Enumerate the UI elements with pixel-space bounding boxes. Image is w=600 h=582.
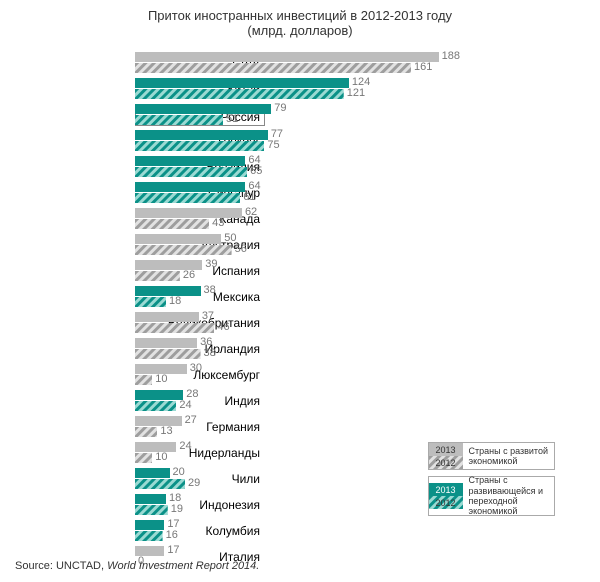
bar-2012: 121 (135, 89, 344, 99)
chart-row: Канада6243 (135, 206, 540, 232)
bar-2012: 65 (135, 167, 247, 177)
bar-2012: 13 (135, 427, 157, 437)
source-prefix: Source: (15, 560, 56, 572)
bar-value-2012: 16 (163, 529, 178, 541)
bar-2012: 56 (135, 245, 232, 255)
bar-2012: 75 (135, 141, 264, 151)
chart-row: Китай124121 (135, 76, 540, 102)
bar-2012: 16 (135, 531, 163, 541)
source-title: World Investment Report 2014. (107, 560, 259, 572)
bar-2013: 17 (135, 520, 164, 530)
bar-2012: 46 (135, 323, 214, 333)
bar-value-2012: 46 (214, 321, 229, 333)
legend-emerging: 2013 2012 Страны сразвивающейся ипереход… (428, 476, 555, 516)
bar-value-2013: 188 (439, 50, 460, 62)
bar-value-2013: 17 (164, 544, 179, 556)
bar-value-2012: 26 (180, 269, 195, 281)
bar-2013: 188 (135, 52, 439, 62)
bar-value-2012: 75 (264, 139, 279, 151)
bar-value-2012: 19 (168, 503, 183, 515)
source-org: UNCTAD, (56, 560, 107, 572)
bar-value-2012: 61 (240, 191, 255, 203)
bar-2012: 51 (135, 115, 223, 125)
chart-row: США188161 (135, 50, 540, 76)
bar-value-2013: 37 (199, 310, 214, 322)
bar-value-2013: 20 (170, 466, 185, 478)
legend: 2013 2012 Страны с развитойэкономикой 20… (428, 442, 555, 522)
bar-2013: 18 (135, 494, 166, 504)
bar-value-2013: 27 (182, 414, 197, 426)
bar-value-2013: 38 (201, 284, 216, 296)
bar-value-2012: 43 (209, 217, 224, 229)
chart-row: Индия2824 (135, 388, 540, 414)
bar-value-2012: 29 (185, 477, 200, 489)
legend-swatch-2013-em: 2013 (429, 483, 463, 496)
bar-value-2013: 24 (176, 440, 191, 452)
title-line2: (млрд. долларов) (0, 23, 600, 38)
bar-value-2012: 24 (176, 399, 191, 411)
bar-value-2012: 65 (247, 165, 262, 177)
chart-row: Люксембург3010 (135, 362, 540, 388)
chart-row: Австралия5056 (135, 232, 540, 258)
bar-value-2013: 62 (242, 206, 257, 218)
bar-value-2012: 38 (201, 347, 216, 359)
bar-2013: 77 (135, 130, 268, 140)
bar-2012: 161 (135, 63, 411, 73)
chart-row: Гонконг7775 (135, 128, 540, 154)
bar-value-2012: 10 (152, 373, 167, 385)
legend-developed: 2013 2012 Страны с развитойэкономикой (428, 442, 555, 470)
bar-value-2013: 30 (187, 362, 202, 374)
bar-2012: 26 (135, 271, 180, 281)
chart-row: Испания3926 (135, 258, 540, 284)
chart-row: Бразилия6465 (135, 154, 540, 180)
legend-swatch-2012-em: 2012 (429, 496, 463, 509)
bar-value-2012: 121 (344, 87, 365, 99)
bar-value-2013: 79 (271, 102, 286, 114)
bar-2013: 64 (135, 182, 245, 192)
legend-swatch-2013-dev: 2013 (429, 443, 463, 456)
source-line: Source: UNCTAD, World Investment Report … (15, 560, 259, 572)
bar-2012: 24 (135, 401, 176, 411)
bar-value-2012: 18 (166, 295, 181, 307)
bar-2013: 37 (135, 312, 199, 322)
chart-row: Россия7951 (135, 102, 540, 128)
bar-2012: 29 (135, 479, 185, 489)
title-line1: Приток иностранных инвестиций в 2012-201… (0, 8, 600, 23)
bar-value-2012: 10 (152, 451, 167, 463)
chart-row: Мексика3818 (135, 284, 540, 310)
chart-row: Сингапур6461 (135, 180, 540, 206)
chart-row: Великобритания3746 (135, 310, 540, 336)
bar-value-2012: 161 (411, 61, 432, 73)
chart-row: Германия2713 (135, 414, 540, 440)
bar-2012: 61 (135, 193, 240, 203)
legend-developed-label: Страны с развитойэкономикой (463, 446, 554, 467)
bar-2012: 10 (135, 375, 152, 385)
bar-2012: 19 (135, 505, 168, 515)
chart-row: Ирландия3638 (135, 336, 540, 362)
legend-emerging-label: Страны сразвивающейся ипереходнойэкономи… (463, 475, 550, 516)
bar-2013: 62 (135, 208, 242, 218)
bar-2012: 38 (135, 349, 201, 359)
bar-2012: 18 (135, 297, 166, 307)
bar-2013: 20 (135, 468, 170, 478)
bar-2013: 79 (135, 104, 271, 114)
bar-2013: 50 (135, 234, 221, 244)
bar-2013: 124 (135, 78, 349, 88)
bar-2013: 36 (135, 338, 197, 348)
bar-2013: 64 (135, 156, 245, 166)
bar-2012: 43 (135, 219, 209, 229)
bar-value-2012: 13 (157, 425, 172, 437)
bar-value-2013: 39 (202, 258, 217, 270)
chart-title: Приток иностранных инвестиций в 2012-201… (0, 0, 600, 50)
bar-value-2012: 51 (223, 113, 238, 125)
bar-value-2012: 56 (232, 243, 247, 255)
bar-2012: 10 (135, 453, 152, 463)
legend-swatch-2012-dev: 2012 (429, 456, 463, 469)
